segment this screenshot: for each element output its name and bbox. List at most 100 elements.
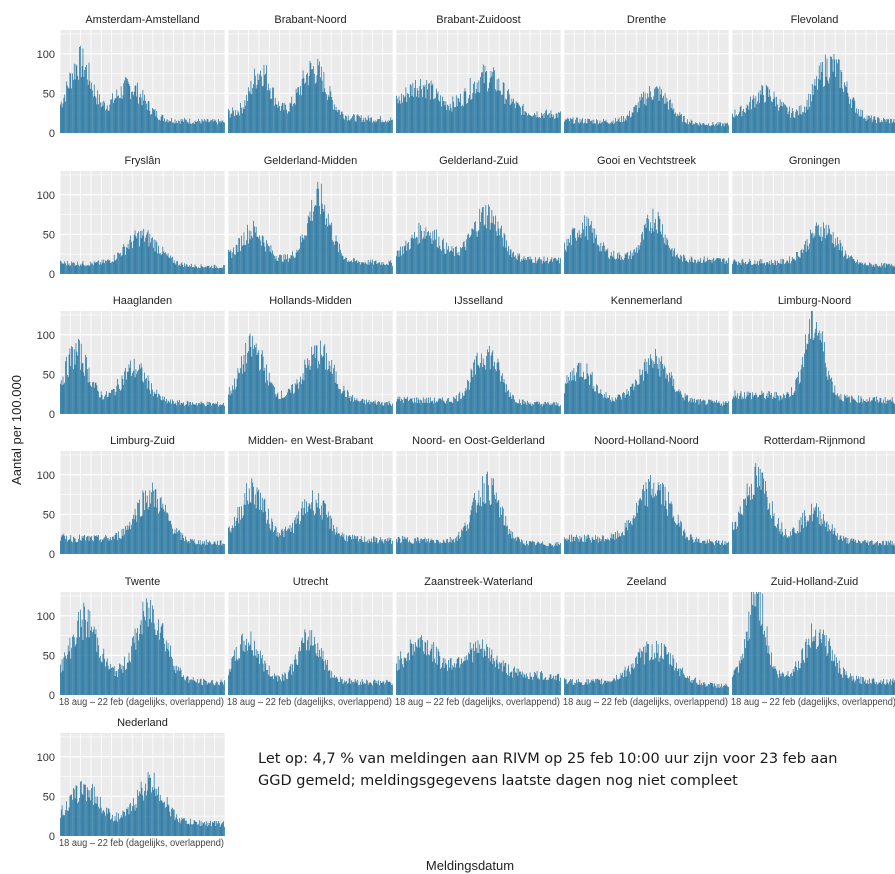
bar <box>615 532 616 554</box>
bar <box>379 262 380 274</box>
bar <box>503 379 505 414</box>
bar <box>355 400 357 414</box>
bar <box>667 239 669 274</box>
bar <box>90 385 92 414</box>
bar <box>706 404 708 414</box>
bar <box>519 539 521 554</box>
bar <box>263 370 265 414</box>
bar <box>253 349 254 414</box>
bar <box>624 118 626 133</box>
bar <box>835 535 837 554</box>
bar <box>542 403 544 414</box>
facet-panel: Gooi en Vechtstreek <box>563 155 730 275</box>
bar <box>239 506 241 554</box>
bar <box>310 365 312 414</box>
bar <box>126 371 128 414</box>
bar <box>825 522 827 554</box>
bar <box>704 262 706 274</box>
bar <box>857 542 858 554</box>
bar <box>145 502 147 554</box>
bar <box>320 505 322 554</box>
bar <box>233 110 234 133</box>
bar <box>504 383 506 414</box>
bar <box>409 540 410 554</box>
bar <box>422 539 423 554</box>
bar <box>824 238 826 274</box>
bar <box>836 59 837 133</box>
bar <box>603 393 605 414</box>
bar <box>514 537 516 554</box>
bar <box>495 369 496 414</box>
bar <box>313 353 314 414</box>
bar <box>590 373 591 414</box>
bar <box>372 259 373 274</box>
bar <box>176 121 178 133</box>
bar <box>431 401 433 414</box>
bar <box>466 655 468 695</box>
bar <box>453 667 455 695</box>
bar <box>451 669 453 695</box>
bar <box>72 636 73 695</box>
bar <box>140 363 142 414</box>
bar <box>685 538 687 554</box>
bar <box>168 120 170 133</box>
bar <box>346 683 348 695</box>
bar <box>422 640 423 695</box>
bar <box>429 99 431 133</box>
bar <box>360 539 361 554</box>
bar <box>598 393 600 414</box>
bar <box>496 502 498 554</box>
bar <box>207 541 209 554</box>
bar <box>696 261 698 274</box>
bar <box>642 231 643 274</box>
bar <box>610 123 611 133</box>
bar <box>578 230 580 274</box>
bar <box>218 544 220 554</box>
bar <box>584 236 586 274</box>
bar <box>850 538 852 554</box>
bar <box>501 94 503 133</box>
bar <box>70 535 72 554</box>
bar <box>122 95 124 133</box>
bar <box>488 658 489 695</box>
bar <box>766 497 768 554</box>
bar <box>809 514 811 554</box>
bar <box>587 534 589 554</box>
bar <box>589 119 590 133</box>
bar <box>370 117 372 133</box>
bar <box>793 117 795 133</box>
bar <box>858 262 860 274</box>
bar <box>520 403 521 414</box>
bar <box>710 259 712 274</box>
bar <box>341 392 343 414</box>
bar <box>549 543 551 554</box>
bar <box>490 355 492 414</box>
bar <box>750 96 751 133</box>
bar <box>442 240 443 274</box>
bar <box>193 124 195 133</box>
bar <box>768 508 770 554</box>
bar <box>630 116 632 133</box>
bar <box>457 657 459 695</box>
bar <box>619 121 621 133</box>
bar <box>327 511 329 554</box>
bar <box>138 369 139 414</box>
bar <box>771 501 773 554</box>
bar <box>881 402 883 414</box>
bar <box>307 365 309 414</box>
bar <box>64 536 66 554</box>
bar <box>340 534 342 554</box>
bar <box>172 400 174 414</box>
bar <box>554 402 555 414</box>
bar <box>139 368 141 414</box>
bar <box>169 402 171 414</box>
bar <box>210 542 211 554</box>
bar <box>723 126 725 133</box>
bar <box>524 544 526 554</box>
bar <box>84 70 86 133</box>
bar <box>793 392 795 414</box>
bar <box>568 238 570 274</box>
bar <box>311 199 313 274</box>
